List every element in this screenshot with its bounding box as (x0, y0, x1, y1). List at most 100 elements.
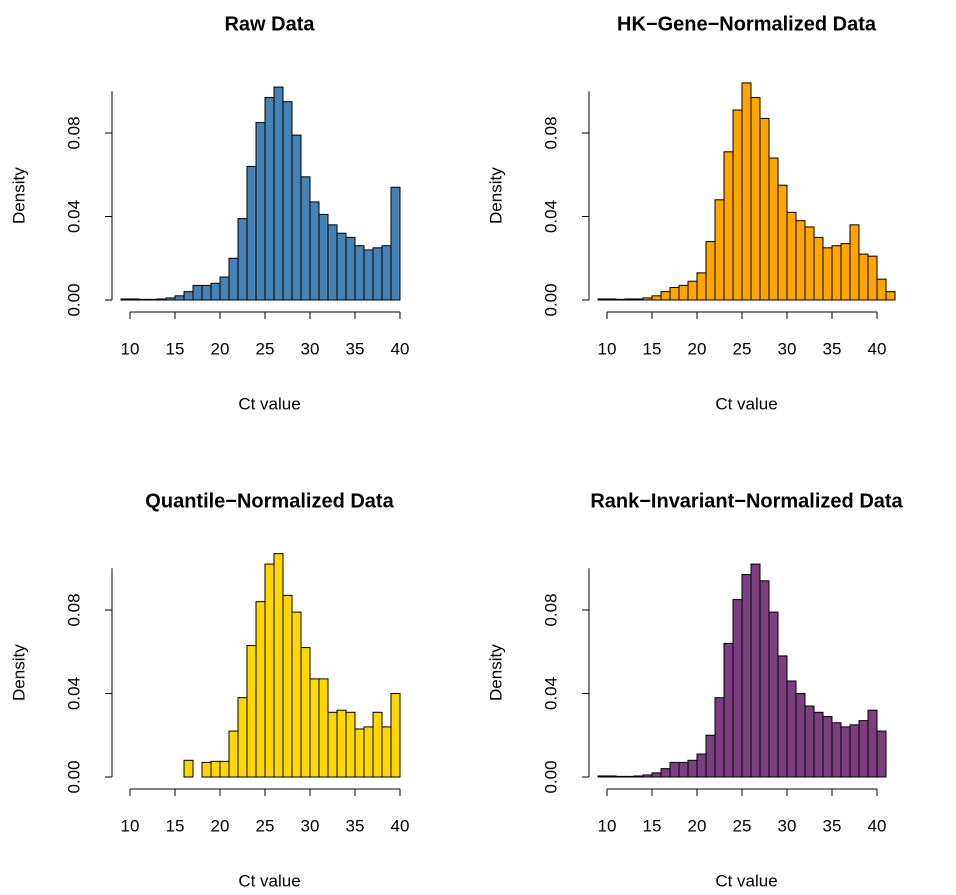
y-tick-label: 0.04 (541, 677, 560, 710)
bar (246, 644, 257, 778)
x-axis-label: Ct value (238, 871, 300, 890)
y-tick-label: 0.08 (541, 593, 560, 626)
bar (633, 298, 644, 301)
y-axis-label: Density (486, 644, 505, 701)
bar (849, 724, 860, 778)
bar (192, 284, 203, 301)
bar (642, 297, 653, 301)
y-axis-label: Density (9, 644, 28, 701)
bar (714, 697, 725, 778)
bar (876, 730, 887, 778)
bar (228, 257, 239, 301)
bar (309, 678, 320, 778)
bar (300, 176, 311, 301)
bar (687, 759, 698, 778)
x-tick-label: 25 (733, 816, 752, 835)
bar (336, 709, 347, 778)
bar (327, 711, 338, 778)
bar (255, 601, 266, 778)
bar (858, 720, 869, 778)
bar (768, 157, 779, 301)
bar (822, 247, 833, 301)
x-tick-label: 40 (868, 339, 887, 358)
bar (264, 563, 275, 778)
bar (831, 722, 842, 778)
bar (210, 282, 221, 301)
bar (768, 611, 779, 778)
bar (201, 761, 212, 778)
bar (705, 241, 716, 301)
bar (165, 297, 176, 301)
y-tick-label: 0.08 (64, 593, 83, 626)
bar (237, 697, 248, 778)
bar (678, 284, 689, 301)
x-tick-label: 40 (868, 816, 887, 835)
x-tick-label: 25 (733, 339, 752, 358)
bar (867, 255, 878, 301)
y-axis-label: Density (486, 167, 505, 224)
bar (129, 298, 140, 301)
bar (318, 678, 329, 778)
bar (687, 280, 698, 301)
y-tick-label: 0.00 (64, 760, 83, 793)
bar (201, 284, 212, 301)
bar (849, 224, 860, 301)
x-tick-label: 20 (688, 816, 707, 835)
x-tick-label: 10 (121, 816, 140, 835)
bar (723, 151, 734, 301)
bar (804, 226, 815, 301)
y-tick-label: 0.00 (541, 283, 560, 316)
bar (804, 705, 815, 778)
bar (822, 715, 833, 778)
x-axis-label: Ct value (238, 394, 300, 413)
bar (723, 642, 734, 778)
bar (885, 291, 896, 301)
bar (273, 553, 284, 778)
x-tick-label: 25 (256, 816, 275, 835)
bar (615, 298, 626, 301)
x-tick-label: 40 (391, 339, 410, 358)
x-tick-label: 10 (598, 339, 617, 358)
bar (705, 734, 716, 778)
bar (759, 580, 770, 778)
bar (300, 647, 311, 778)
x-tick-label: 30 (778, 339, 797, 358)
x-tick-label: 15 (643, 339, 662, 358)
y-axis-label: Density (9, 167, 28, 224)
bar (120, 298, 131, 301)
x-tick-label: 20 (211, 339, 230, 358)
bar (813, 236, 824, 301)
bar (156, 298, 167, 301)
y-tick-label: 0.00 (541, 760, 560, 793)
x-tick-label: 10 (598, 816, 617, 835)
bar (237, 218, 248, 301)
bar (750, 563, 761, 778)
bar (210, 760, 221, 778)
bar (741, 574, 752, 778)
bar (336, 232, 347, 301)
bar (327, 224, 338, 301)
x-tick-label: 35 (823, 816, 842, 835)
bar (345, 711, 356, 778)
x-tick-label: 20 (688, 339, 707, 358)
bar (786, 680, 797, 778)
bar (669, 286, 680, 301)
bar (840, 243, 851, 301)
bar (660, 768, 671, 778)
bar (147, 298, 158, 301)
bar (282, 594, 293, 778)
bar (381, 245, 392, 301)
bar (606, 298, 617, 301)
bar (219, 276, 230, 301)
bar (174, 295, 185, 301)
bar (624, 775, 635, 778)
bar (633, 775, 644, 778)
bar (876, 278, 887, 301)
x-tick-label: 15 (166, 339, 185, 358)
x-tick-label: 30 (778, 816, 797, 835)
y-tick-label: 0.04 (64, 200, 83, 233)
bar (732, 599, 743, 778)
x-tick-label: 35 (346, 816, 365, 835)
bar (291, 611, 302, 778)
bar (831, 245, 842, 301)
